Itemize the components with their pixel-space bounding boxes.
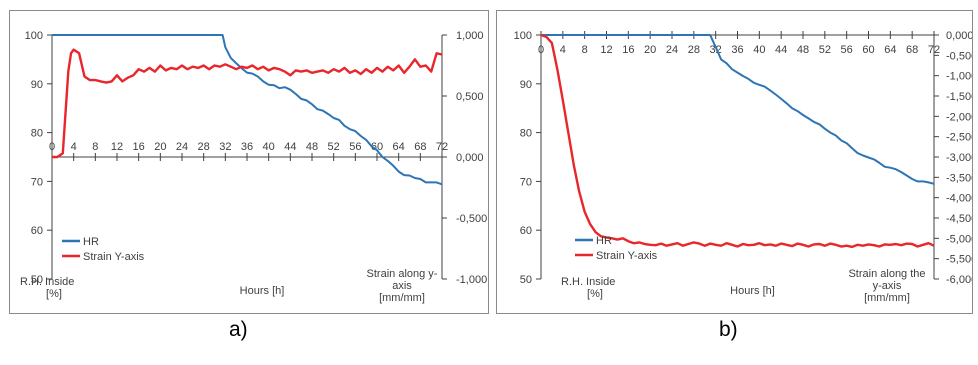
x-tick-label: 4 — [560, 44, 566, 56]
chart-b-svg: 5060708090100-6,000-5,500-5,000-4,500-4,… — [514, 30, 972, 304]
right-y-tick-label: -4,500 — [946, 213, 972, 225]
x-tick-label: 64 — [884, 44, 896, 56]
x-tick-label: 64 — [393, 141, 405, 153]
x-tick-label: 24 — [176, 141, 188, 153]
x-tick-label: 68 — [414, 141, 426, 153]
right-y-tick-label: -1,000 — [456, 274, 487, 286]
right-y-tick-label: 0,500 — [456, 91, 484, 103]
left-y-tick-label: 90 — [520, 79, 532, 91]
left-y-tick-label: 80 — [31, 128, 43, 140]
caption-b: b) — [719, 318, 738, 341]
left-y-tick-label: 70 — [520, 176, 532, 188]
right-y-tick-label: -1,500 — [946, 91, 972, 103]
right-axis-title-line: Strain along the — [848, 268, 925, 280]
right-y-tick-label: -5,000 — [946, 233, 972, 245]
right-axis-title-line: y-axis — [873, 280, 902, 292]
x-tick-label: 56 — [349, 141, 361, 153]
right-y-tick-label: 0,000 — [946, 30, 972, 42]
left-y-tick-label: 50 — [31, 274, 43, 286]
right-y-tick-label: -3,500 — [946, 172, 972, 184]
x-tick-label: 20 — [154, 141, 166, 153]
left-y-tick-label: 100 — [25, 30, 43, 42]
x-tick-label: 40 — [753, 44, 765, 56]
left-axis-title-line: R.H. Inside — [561, 276, 615, 288]
left-y-tick-label: 80 — [520, 128, 532, 140]
right-y-tick-label: 1,000 — [456, 30, 484, 42]
x-tick-label: 60 — [862, 44, 874, 56]
right-axis-title-line: Strain along y- — [367, 268, 438, 280]
left-y-tick-label: 90 — [31, 79, 43, 91]
x-tick-label: 8 — [582, 44, 588, 56]
right-y-tick-label: -6,000 — [946, 274, 972, 286]
series-line-hr — [52, 34, 443, 186]
x-tick-label: 4 — [71, 141, 77, 153]
right-y-tick-label: 0,000 — [456, 152, 484, 164]
left-y-tick-label: 50 — [520, 274, 532, 286]
x-tick-label: 16 — [133, 141, 145, 153]
chart-a-svg: 5060708090100-1,000-0,5000,0000,5001,000… — [20, 30, 487, 304]
x-tick-label: 0 — [538, 44, 544, 56]
right-axis-title-line: axis — [392, 280, 412, 292]
right-y-tick-label: -4,000 — [946, 193, 972, 205]
right-y-tick-label: -3,000 — [946, 152, 972, 164]
right-y-tick-label: -5,500 — [946, 254, 972, 266]
legend-label: Strain Y-axis — [83, 251, 145, 263]
series-line-hr — [541, 34, 935, 185]
x-tick-label: 24 — [666, 44, 678, 56]
right-y-tick-label: -2,000 — [946, 111, 972, 123]
x-tick-label: 44 — [284, 141, 296, 153]
right-y-tick-label: -0,500 — [456, 213, 487, 225]
x-tick-label: 52 — [819, 44, 831, 56]
x-tick-label: 72 — [436, 141, 448, 153]
legend-label: HR — [83, 236, 99, 248]
x-tick-label: 56 — [841, 44, 853, 56]
caption-a: a) — [229, 318, 248, 341]
x-tick-label: 28 — [688, 44, 700, 56]
left-y-tick-label: 70 — [31, 176, 43, 188]
left-y-tick-label: 100 — [514, 30, 532, 42]
x-tick-label: 20 — [644, 44, 656, 56]
left-axis-title-line: R.H. Inside — [20, 276, 74, 288]
series-line-strain — [540, 33, 935, 249]
x-tick-label: 72 — [928, 44, 940, 56]
x-tick-label: 52 — [328, 141, 340, 153]
x-tick-label: 12 — [111, 141, 123, 153]
x-axis-title: Hours [h] — [730, 285, 775, 297]
x-tick-label: 36 — [241, 141, 253, 153]
x-tick-label: 44 — [775, 44, 787, 56]
x-tick-label: 40 — [263, 141, 275, 153]
right-y-tick-label: -2,500 — [946, 132, 972, 144]
right-axis-title-line: [mm/mm] — [379, 292, 425, 304]
left-axis-title-line: [%] — [46, 288, 62, 300]
x-tick-label: 12 — [600, 44, 612, 56]
chart-panel-a: 50 60 70 80 90 100 -1,000 -0,500 0,000 0,500 1,000… — [9, 10, 489, 314]
left-y-tick-label: 60 — [31, 225, 43, 237]
x-tick-label: 28 — [198, 141, 210, 153]
x-tick-label: 32 — [219, 141, 231, 153]
chart-panel-b: 5060708090100-6,000-5,500-5,000-4,500-4,… — [496, 10, 973, 314]
x-tick-label: 8 — [92, 141, 98, 153]
legend-label: Strain Y-axis — [596, 250, 658, 262]
x-tick-label: 16 — [622, 44, 634, 56]
right-axis-title-line: [mm/mm] — [864, 292, 910, 304]
x-tick-label: 48 — [797, 44, 809, 56]
x-tick-label: 68 — [906, 44, 918, 56]
right-y-tick-label: -0,500 — [946, 50, 972, 62]
x-tick-label: 36 — [731, 44, 743, 56]
left-y-tick-label: 60 — [520, 225, 532, 237]
x-tick-label: 0 — [49, 141, 55, 153]
x-axis-title: Hours [h] — [240, 285, 285, 297]
legend-label: HR — [596, 235, 612, 247]
x-tick-label: 60 — [371, 141, 383, 153]
left-axis-title-line: [%] — [587, 288, 603, 300]
right-y-tick-label: -1,000 — [946, 71, 972, 83]
series-line-strain — [52, 48, 443, 159]
x-tick-label: 48 — [306, 141, 318, 153]
